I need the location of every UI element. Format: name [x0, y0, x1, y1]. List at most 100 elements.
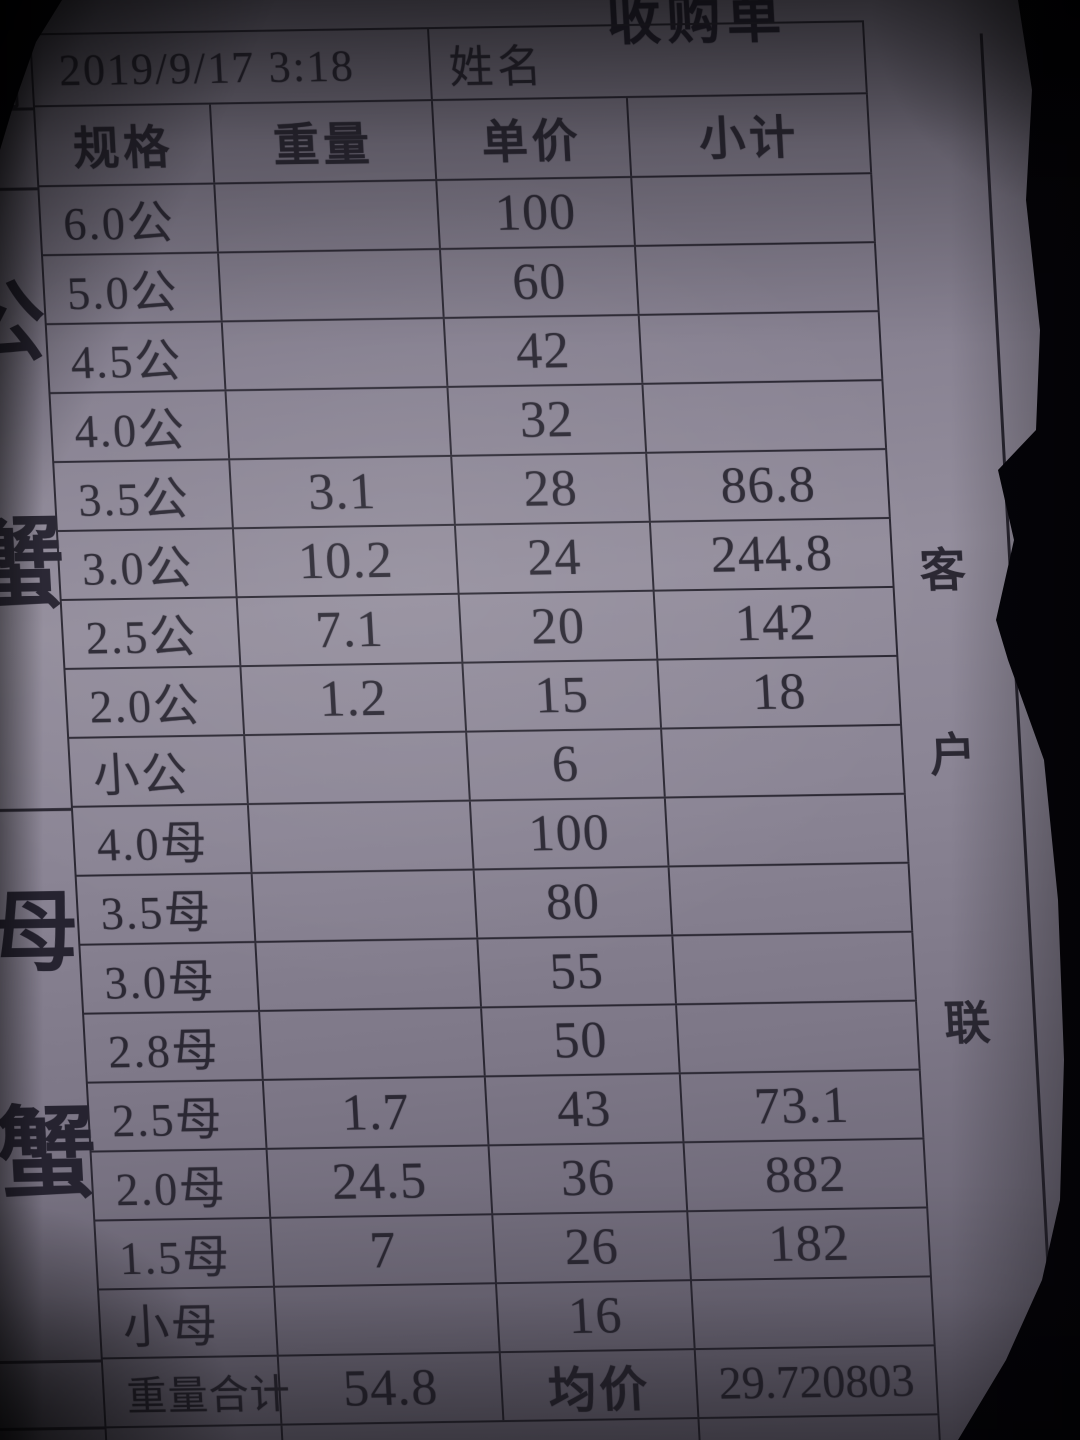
table-row: 2.0公 1.2 15 18 [63, 656, 903, 739]
weight-cell [256, 939, 482, 1010]
divider [0, 1359, 101, 1364]
avg-price-value: 29.720803 [695, 1346, 940, 1418]
table-row: 2.0母 24.5 36 882 [89, 1139, 929, 1222]
price-cell: 16 [497, 1281, 696, 1352]
weight-cell [226, 387, 453, 459]
subtotal-cell: 18 [658, 656, 902, 728]
table-row: 4.0母 100 [70, 794, 910, 877]
table-row: 3.0公 10.2 24 244.8 [56, 518, 895, 602]
date-name-row: 2019/9/17 3:18 姓名 [29, 22, 868, 108]
female-crab-char-2: 蟹 [0, 1098, 100, 1212]
price-cell: 100 [437, 177, 636, 248]
table-row: 小公 6 [67, 725, 906, 808]
weight-total-value: 54.8 [278, 1353, 505, 1424]
spec-cell: 3.5母 [74, 874, 257, 944]
spec-cell: 3.0公 [56, 529, 238, 600]
spec-cell: 2.8母 [82, 1011, 264, 1082]
price-cell: 28 [452, 453, 651, 524]
col-header-subtotal: 小计 [627, 94, 873, 176]
weight-cell: 3.1 [230, 456, 456, 528]
weight-cell [248, 801, 475, 873]
weight-cell [252, 870, 479, 941]
table-row: 小母 16 [97, 1277, 936, 1360]
totals-row: 重量合计 54.8 均价 29.720803 [100, 1346, 940, 1429]
spec-cell: 3.0母 [78, 942, 261, 1013]
spec-cell: 4.5公 [44, 322, 227, 393]
spec-cell: 4.0母 [70, 805, 253, 875]
table-row: 6.0公 100 [37, 174, 876, 257]
table-row: 4.5公 42 [44, 312, 884, 395]
price-cell: 15 [463, 660, 663, 731]
subtotal-cell: 244.8 [650, 518, 895, 590]
subtotal-cell [662, 725, 906, 797]
spec-cell: 2.0公 [63, 667, 246, 737]
subtotal-cell: 182 [688, 1208, 932, 1280]
price-cell: 6 [467, 729, 666, 800]
price-cell: 42 [444, 315, 644, 386]
weight-cell [260, 1008, 486, 1079]
table-row: 3.5公 3.1 28 86.8 [52, 449, 891, 533]
table-row: 2.5母 1.7 43 73.1 [85, 1070, 925, 1153]
subtotal-cell [673, 932, 917, 1004]
weight-cell: 24.5 [267, 1146, 494, 1217]
weight-cell [215, 181, 441, 252]
spec-cell: 5.0公 [41, 253, 223, 324]
price-cell: 80 [474, 867, 674, 938]
weight-cell [275, 1284, 501, 1355]
divider [0, 1426, 105, 1431]
table-row: 2.8母 50 [82, 1001, 921, 1084]
weight-cell: 7.1 [237, 594, 464, 666]
amount-total-label: 金额总计 [104, 1425, 289, 1440]
table-row: 1.5母 7 26 182 [93, 1208, 932, 1291]
table-row: 3.5母 80 [74, 863, 914, 946]
price-cell: 100 [470, 798, 670, 869]
empty-cell [699, 1415, 946, 1440]
spec-cell: 2.0母 [89, 1149, 272, 1220]
spec-cell: 2.5母 [85, 1080, 268, 1151]
avg-price-label: 均价 [500, 1350, 700, 1421]
price-cell: 36 [489, 1143, 689, 1214]
subtotal-cell [692, 1277, 936, 1349]
customer-copy-char-2: 户 [928, 729, 978, 782]
weight-cell [219, 249, 445, 321]
subtotal-cell: 86.8 [647, 449, 891, 521]
subtotal-cell [677, 1001, 921, 1073]
price-cell: 20 [459, 591, 659, 662]
header-row: 规格 重量 单价 小计 [33, 94, 873, 188]
subtotal-cell [665, 794, 910, 866]
spec-cell: 2.5公 [59, 598, 242, 668]
subtotal-cell: 142 [654, 587, 899, 659]
purchase-table: 2019/9/17 3:18 姓名 规格 重量 单价 小计 6.0公 100 5… [28, 20, 946, 1440]
col-header-weight: 重量 [210, 101, 438, 183]
table-row: 5.0公 60 [41, 243, 880, 326]
table-row: 3.0母 55 [78, 932, 918, 1015]
spec-cell: 6.0公 [37, 184, 219, 255]
section-divider [0, 807, 72, 813]
price-cell: 24 [455, 522, 655, 593]
col-header-spec: 规格 [33, 104, 216, 186]
spec-cell: 4.0公 [48, 391, 231, 462]
weight-cell [222, 318, 449, 390]
weight-total-label: 重量合计 [100, 1356, 292, 1427]
price-cell: 55 [478, 936, 677, 1007]
weight-cell: 1.2 [241, 663, 468, 735]
weight-cell: 7 [271, 1215, 497, 1286]
price-cell: 43 [485, 1074, 685, 1145]
spec-cell: 3.5公 [52, 460, 234, 531]
customer-copy-char-3: 联 [942, 997, 992, 1050]
spec-cell: 1.5母 [93, 1218, 275, 1289]
weight-cell [245, 732, 471, 804]
table-row: 4.0公 32 [48, 381, 888, 464]
table-row: 2.5公 7.1 20 142 [59, 587, 899, 670]
price-cell: 32 [448, 384, 648, 455]
subtotal-cell [639, 312, 884, 383]
spec-cell: 小公 [67, 736, 249, 806]
divider [0, 187, 38, 192]
subtotal-cell [632, 174, 876, 245]
col-header-price: 单价 [432, 98, 633, 180]
name-label: 姓名 [429, 22, 868, 100]
subtotal-cell [669, 863, 914, 935]
subtotal-cell: 882 [684, 1139, 929, 1211]
